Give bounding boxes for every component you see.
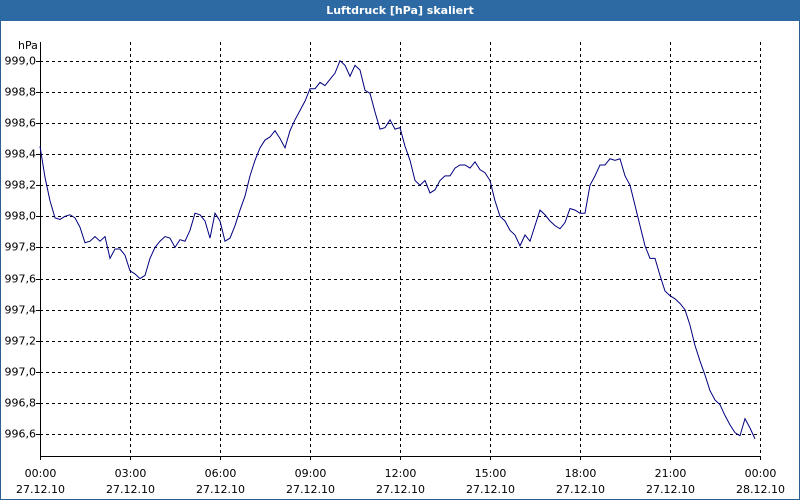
- y-tick-label: 997,8: [5, 241, 37, 254]
- y-tick-label: 997,6: [5, 273, 37, 286]
- x-tick-label: 15:00: [475, 467, 507, 480]
- x-tick-label: 18:00: [565, 467, 597, 480]
- y-tick-label: 996,8: [5, 397, 37, 410]
- x-tick-date: 27.12.10: [196, 483, 245, 496]
- x-tick-label: 12:00: [385, 467, 417, 480]
- y-tick-label: 998,0: [5, 210, 37, 223]
- y-tick-label: 997,2: [5, 335, 37, 348]
- x-tick-date: 28.12.10: [736, 483, 785, 496]
- x-tick-label: 00:00: [745, 467, 777, 480]
- x-tick-date: 27.12.10: [556, 483, 605, 496]
- data-line: [39, 59, 756, 440]
- x-tick-label: 21:00: [655, 467, 687, 480]
- x-tick-label: 09:00: [295, 467, 327, 480]
- y-tick-label: 997,4: [5, 304, 37, 317]
- y-axis-label: hPa: [18, 39, 38, 52]
- chart-title: Luftdruck [hPa] skaliert: [326, 4, 474, 17]
- x-tick-date: 27.12.10: [106, 483, 155, 496]
- x-tick-label: 00:00: [25, 467, 57, 480]
- y-tick-label: 997,0: [5, 366, 37, 379]
- y-tick-label: 998,4: [5, 148, 37, 161]
- x-tick-date: 27.12.10: [286, 483, 335, 496]
- x-tick-date: 27.12.10: [646, 483, 695, 496]
- y-tick-label: 998,8: [5, 86, 37, 99]
- y-tick-label: 999,0: [5, 55, 37, 68]
- x-tick-date: 27.12.10: [16, 483, 65, 496]
- x-tick-label: 03:00: [115, 467, 147, 480]
- y-tick-label: 996,6: [5, 428, 37, 441]
- x-tick-label: 06:00: [205, 467, 237, 480]
- y-tick-label: 998,2: [5, 179, 37, 192]
- y-tick-label: 998,6: [5, 117, 37, 130]
- title-bar: [0, 0, 800, 21]
- x-tick-date: 27.12.10: [376, 483, 425, 496]
- x-tick-date: 27.12.10: [466, 483, 515, 496]
